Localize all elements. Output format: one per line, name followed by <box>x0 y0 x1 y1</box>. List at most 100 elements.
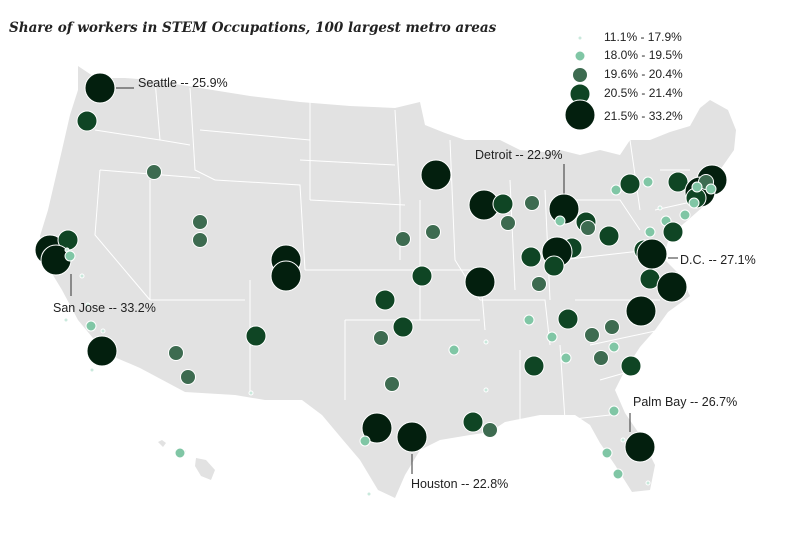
metro-dot-20 <box>270 260 302 292</box>
metro-dot-10 <box>85 302 91 308</box>
legend-label-3: 19.6% - 20.4% <box>604 67 683 81</box>
metro-dot-35 <box>448 344 460 356</box>
metro-dot-74 <box>691 181 703 193</box>
callout-dc: D.C. -- 27.1% <box>680 253 756 267</box>
metro-dot-79 <box>662 221 684 243</box>
legend-label-5: 21.5% - 33.2% <box>604 109 683 123</box>
metro-dot-22 <box>248 390 254 396</box>
metro-dot-25 <box>425 224 441 240</box>
callout-leaders <box>70 87 678 474</box>
state-border-8 <box>309 199 406 206</box>
metro-dot-61 <box>642 176 654 188</box>
metro-dot-77 <box>657 205 663 211</box>
metro-dot-86 <box>601 447 613 459</box>
legend-row-5: 21.5% - 33.2% <box>560 99 760 131</box>
metro-dot-47 <box>554 215 566 227</box>
metro-dot-9 <box>79 273 85 279</box>
legend: 11.1% - 17.9% 18.0% - 19.5% 19.6% - 20.4… <box>560 28 760 131</box>
metro-dot-58 <box>598 225 620 247</box>
metro-dot-28 <box>374 289 396 311</box>
metro-dot-52 <box>543 255 565 277</box>
metro-dot-84 <box>656 271 688 303</box>
legend-swatch-3 <box>572 67 588 83</box>
metro-dot-93 <box>89 367 95 373</box>
map-title: Share of workers in STEM Occupations, 10… <box>9 20 497 36</box>
metro-dot-41 <box>492 193 514 215</box>
metro-dot-39 <box>482 422 498 438</box>
state-border-26 <box>589 329 661 346</box>
metro-dot-92 <box>63 317 69 323</box>
metro-dot-60 <box>619 173 641 195</box>
metro-dots <box>34 72 728 497</box>
state-border-9 <box>214 179 306 271</box>
metro-dot-11 <box>85 320 97 332</box>
legend-swatch-2 <box>574 50 586 62</box>
metro-dot-80 <box>644 226 656 238</box>
metro-dot-91 <box>366 491 372 497</box>
metro-dot-27 <box>464 266 496 298</box>
metro-dot-42 <box>500 215 516 231</box>
metro-dot-49 <box>580 220 596 236</box>
legend-label-4: 20.5% - 21.4% <box>604 86 683 100</box>
metro-dot-54 <box>557 308 579 330</box>
metro-dot-90 <box>645 480 651 486</box>
metro-dot-2 <box>76 110 98 132</box>
legend-swatch-5 <box>564 99 596 131</box>
state-border-21 <box>560 199 641 231</box>
metro-dot-62 <box>584 327 600 343</box>
metro-dot-32 <box>361 412 393 444</box>
metro-dot-88 <box>624 431 656 463</box>
callout-labels: Seattle -- 25.9% Detroit -- 22.9% D.C. -… <box>53 76 756 491</box>
metro-dot-85 <box>608 405 620 417</box>
legend-swatch-1 <box>577 35 583 41</box>
metro-dot-59 <box>610 184 622 196</box>
metro-dot-56 <box>523 355 545 377</box>
state-border-11 <box>94 169 151 301</box>
callout-palm-bay: Palm Bay -- 26.7% <box>633 395 737 409</box>
metro-dot-24 <box>395 231 411 247</box>
hawaii-island-1 <box>158 440 166 447</box>
legend-row-3: 19.6% - 20.4% <box>560 65 760 85</box>
metro-dot-53 <box>523 314 535 326</box>
metro-dot-36 <box>483 339 489 345</box>
metro-dot-12 <box>100 328 106 334</box>
metro-dot-13 <box>86 335 118 367</box>
legend-row-4: 20.5% - 21.4% <box>560 83 760 105</box>
metro-dot-66 <box>620 355 642 377</box>
metro-dot-43 <box>524 195 540 211</box>
metro-dot-15 <box>180 369 196 385</box>
legend-label-1: 11.1% - 17.9% <box>604 30 682 44</box>
metro-dot-30 <box>392 316 414 338</box>
callout-detroit: Detroit -- 22.9% <box>475 148 563 162</box>
metro-dot-16 <box>192 214 208 230</box>
state-border-18 <box>480 299 551 346</box>
metro-dot-38 <box>462 411 484 433</box>
metro-dot-87 <box>612 468 624 480</box>
metro-dot-82 <box>636 238 668 270</box>
metro-dot-68 <box>667 171 689 193</box>
metro-dot-63 <box>604 319 620 335</box>
metro-dot-1 <box>84 72 116 104</box>
callout-seattle: Seattle -- 25.9% <box>138 76 228 90</box>
metro-dot-8 <box>64 250 76 262</box>
callout-san-jose: San Jose -- 33.2% <box>53 301 156 315</box>
metro-dot-34 <box>396 421 428 453</box>
state-border-6 <box>299 159 396 166</box>
state-border-25 <box>559 344 611 421</box>
state-border-4 <box>199 129 311 141</box>
state-border-3 <box>189 87 216 181</box>
metro-dot-64 <box>608 341 620 353</box>
metro-dot-76 <box>679 209 691 221</box>
callout-houston: Houston -- 22.8% <box>411 477 508 491</box>
metro-dot-17 <box>192 232 208 248</box>
metro-dot-18 <box>245 325 267 347</box>
metro-dot-57 <box>560 352 572 364</box>
metro-dot-73 <box>705 183 717 195</box>
metro-dot-14 <box>168 345 184 361</box>
metro-dot-26 <box>411 265 433 287</box>
metro-dot-31 <box>384 376 400 392</box>
metro-dot-23 <box>420 159 452 191</box>
legend-label-2: 18.0% - 19.5% <box>604 48 683 62</box>
